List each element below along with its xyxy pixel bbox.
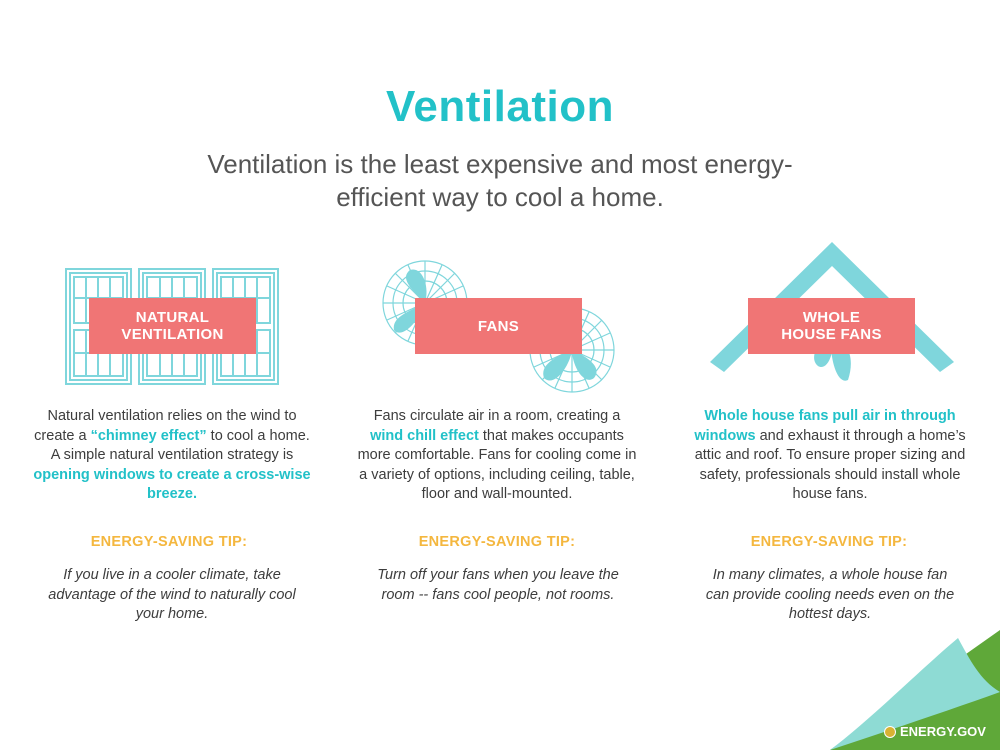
logo-text: ENERGY.GOV [900, 724, 986, 739]
natural-ventilation-description: Natural ventilation relies on the wind t… [32, 407, 312, 505]
energy-gov-logo[interactable]: ENERGY.GOV [884, 724, 986, 739]
badge-line-1: FANS [477, 317, 520, 335]
badge-line-1: WHOLE [802, 309, 861, 326]
description-text: to cool a home. A simple natural ventila… [50, 427, 310, 464]
whole-house-fans-badge: WHOLE HOUSE FANS [748, 298, 915, 354]
fans-description: Fans circulate air in a room, creating a… [357, 407, 637, 505]
tip-heading: ENERGY-SAVING TIP: [418, 534, 576, 550]
description-text: and exhaust it through a home’s attic an… [694, 427, 966, 503]
energy-seal-icon [884, 725, 896, 738]
fans-tip: Turn off your fans when you leave the ro… [377, 567, 619, 603]
page-curl-decoration [830, 630, 1000, 750]
description-text: Natural ventilation relies on the wind t… [34, 408, 297, 444]
tip-heading: ENERGY-SAVING TIP: [90, 534, 248, 550]
highlight-text: Whole house fans pull air in through win… [694, 408, 956, 444]
tip-heading: ENERGY-SAVING TIP: [750, 534, 908, 550]
highlight-text: “chimney effect” [90, 427, 207, 444]
natural-ventilation-badge: NATURAL VENTILATION [89, 298, 256, 354]
natural-ventilation-tip: If you live in a cooler climate, take ad… [48, 567, 296, 622]
whole-house-fans-tip: In many climates, a whole house fan can … [705, 567, 955, 622]
description-text: Fans circulate air in a room, creating a [373, 408, 621, 424]
page-title: Ventilation [386, 82, 614, 131]
badge-line-1: NATURAL [135, 309, 210, 326]
badge-line-2: HOUSE FANS [781, 326, 882, 343]
fans-badge: FANS [415, 298, 582, 354]
description-text: that makes occupants more comfortable. F… [357, 427, 637, 503]
highlight-text: opening windows to create a cross-wise b… [33, 466, 311, 503]
highlight-text: wind chill effect [370, 427, 479, 444]
whole-house-fans-description: Whole house fans pull air in through win… [690, 407, 970, 505]
page-subtitle: Ventilation is the least expensive and m… [207, 149, 793, 212]
badge-line-2: VENTILATION [121, 326, 224, 343]
